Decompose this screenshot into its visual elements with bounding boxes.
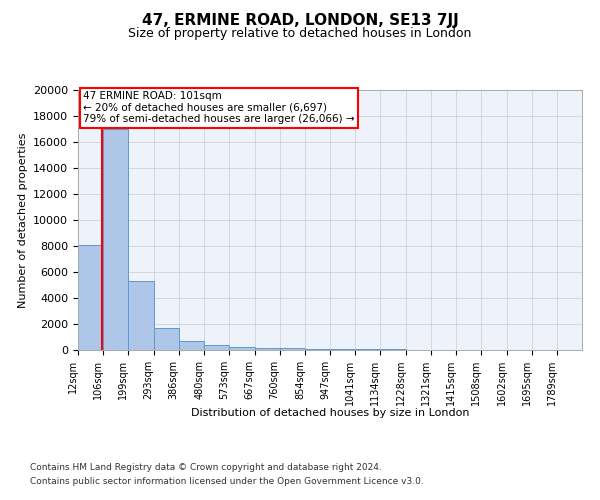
Bar: [78, 244, 103, 350]
Text: Contains HM Land Registry data © Crown copyright and database right 2024.: Contains HM Land Registry data © Crown c…: [30, 464, 382, 472]
Bar: [179, 341, 204, 350]
X-axis label: Distribution of detached houses by size in London: Distribution of detached houses by size …: [191, 408, 469, 418]
Bar: [204, 346, 229, 350]
Text: Contains public sector information licensed under the Open Government Licence v3: Contains public sector information licen…: [30, 477, 424, 486]
Bar: [305, 349, 330, 350]
Text: Size of property relative to detached houses in London: Size of property relative to detached ho…: [128, 28, 472, 40]
Text: 47 ERMINE ROAD: 101sqm
← 20% of detached houses are smaller (6,697)
79% of semi-: 47 ERMINE ROAD: 101sqm ← 20% of detached…: [83, 92, 355, 124]
Bar: [330, 349, 355, 350]
Y-axis label: Number of detached properties: Number of detached properties: [17, 132, 28, 308]
Bar: [128, 281, 154, 350]
Bar: [254, 348, 280, 350]
Bar: [154, 328, 179, 350]
Bar: [229, 347, 254, 350]
Bar: [103, 129, 128, 350]
Text: 47, ERMINE ROAD, LONDON, SE13 7JJ: 47, ERMINE ROAD, LONDON, SE13 7JJ: [142, 12, 458, 28]
Bar: [280, 348, 305, 350]
